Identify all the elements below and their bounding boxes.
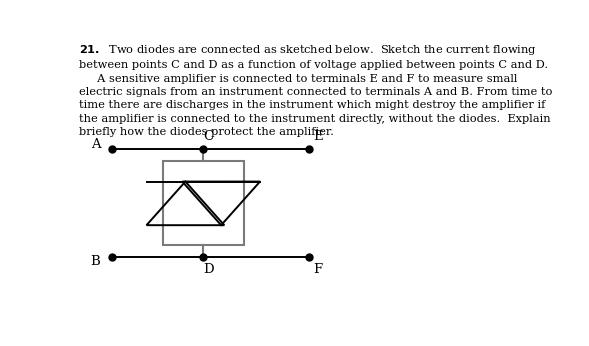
Text: C: C: [203, 130, 213, 143]
Text: F: F: [313, 263, 322, 276]
Text: A: A: [91, 138, 100, 151]
Text: $\mathbf{21.}$  Two diodes are connected as sketched below.  Sketch the current : $\mathbf{21.}$ Two diodes are connected …: [79, 43, 552, 137]
Text: E: E: [313, 130, 323, 143]
Text: B: B: [91, 255, 100, 268]
Text: D: D: [203, 263, 214, 276]
Bar: [163, 161, 244, 245]
